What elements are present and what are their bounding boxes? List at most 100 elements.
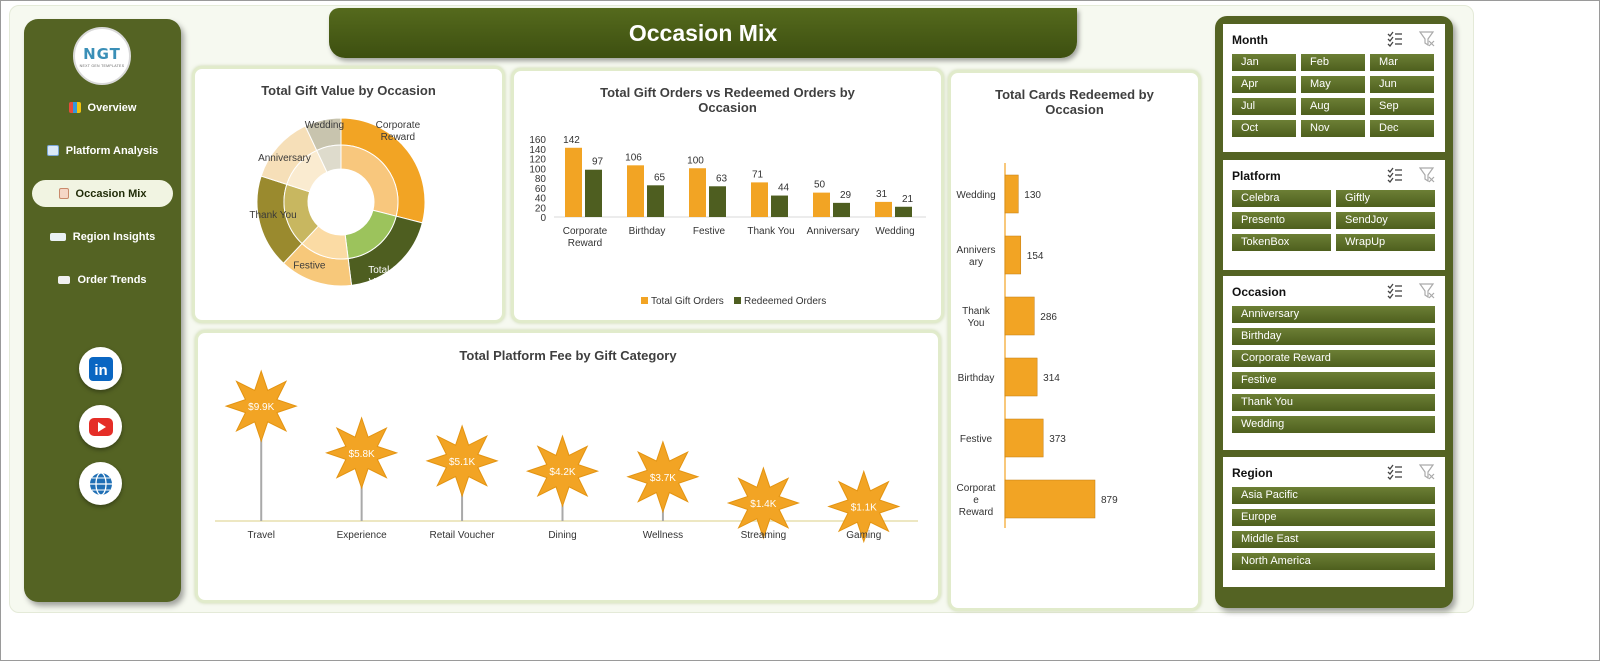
clear-filter-icon[interactable] — [1419, 167, 1435, 183]
slicer-item[interactable]: Middle East — [1232, 531, 1435, 548]
nav-occasion-mix[interactable]: Occasion Mix — [32, 180, 173, 207]
slicer-title: Month — [1232, 33, 1268, 47]
clear-filter-icon[interactable] — [1419, 464, 1435, 480]
youtube-icon — [88, 417, 113, 436]
slicer-item[interactable]: Celebra — [1232, 190, 1331, 207]
slicer-item[interactable]: Presento — [1232, 212, 1331, 229]
star-data-label: $3.7K — [650, 473, 676, 484]
slicer-item[interactable]: Jan — [1232, 54, 1296, 71]
website-button[interactable] — [79, 462, 122, 505]
slicer-title: Region — [1232, 466, 1273, 480]
y-tick-label: 20 — [535, 203, 547, 214]
slicer-item[interactable]: Thank You — [1232, 394, 1435, 411]
filter-panel: Month Jan Feb Mar Apr May Jun Jul Aug Sep Oct Nov De… — [1215, 16, 1453, 608]
cards-redeemed-panel: Total Cards Redeemed by Occasion 130 Wedd… — [948, 70, 1201, 611]
nav-order-trends[interactable]: Order Trends — [32, 266, 173, 293]
cards-redeemed-bar — [1004, 357, 1038, 397]
ngt-logo[interactable]: NGT NEXT GEN TEMPLATES — [73, 27, 131, 85]
nav-label: Platform Analysis — [65, 144, 159, 157]
donut-slice-inner — [316, 144, 342, 173]
svg-text:in: in — [94, 362, 107, 379]
y-category-label: ary — [969, 257, 983, 268]
slicer-item[interactable]: Sep — [1370, 98, 1434, 115]
slicer-item[interactable]: TokenBox — [1232, 234, 1331, 251]
slicer-item[interactable]: Anniversary — [1232, 306, 1435, 323]
slicer-item[interactable]: Jul — [1232, 98, 1296, 115]
slicer-item[interactable]: Mar — [1370, 54, 1434, 71]
slicer-item[interactable]: Europe — [1232, 509, 1435, 526]
redeemed-orders-bar — [709, 186, 726, 217]
clear-filter-icon[interactable] — [1419, 31, 1435, 47]
nav-platform-analysis[interactable]: Platform Analysis — [32, 137, 173, 164]
x-category-label: Retail Voucher — [430, 530, 496, 541]
multi-select-icon[interactable] — [1387, 31, 1403, 47]
slicer-item[interactable]: WrapUp — [1336, 234, 1435, 251]
total-orders-bar — [875, 201, 892, 217]
nav-region-insights[interactable]: Region Insights — [32, 223, 173, 250]
slicer-item[interactable]: Wedding — [1232, 416, 1435, 433]
cards-redeemed-bar — [1004, 296, 1035, 336]
linkedin-button[interactable]: in — [79, 347, 122, 390]
bar-data-label: 130 — [1024, 190, 1041, 201]
youtube-button[interactable] — [79, 405, 122, 448]
slicer-item[interactable]: May — [1301, 76, 1365, 93]
slicer-item[interactable]: Apr — [1232, 76, 1296, 93]
slicer-item[interactable]: Oct — [1232, 120, 1296, 137]
slicer-controls — [1387, 167, 1435, 183]
chart-title: Total Platform Fee by Gift Category — [459, 348, 677, 363]
slicer-item[interactable]: Birthday — [1232, 328, 1435, 345]
star-data-label: $1.4K — [750, 499, 776, 510]
multi-select-icon[interactable] — [1387, 283, 1403, 299]
total-orders-bar — [689, 168, 706, 217]
y-category-label: Thank — [962, 306, 991, 317]
slicer-controls — [1387, 283, 1435, 299]
slicer-item[interactable]: Jun — [1370, 76, 1434, 93]
nav-overview[interactable]: Overview — [32, 94, 173, 121]
slicer-item[interactable]: Nov — [1301, 120, 1365, 137]
donut-slice-label: Festive — [293, 261, 326, 272]
total-orders-bar — [813, 192, 830, 217]
star-marker — [325, 416, 399, 490]
bar-data-label: 31 — [876, 189, 888, 200]
slicer-item[interactable]: SendJoy — [1336, 212, 1435, 229]
total-orders-bar — [627, 165, 644, 217]
slicer-region: Region Asia Pacific Europe Middle East North… — [1223, 457, 1445, 587]
chart-title: Total Gift Value by Occasion — [261, 83, 436, 98]
clipboard-icon — [58, 188, 69, 199]
redeemed-orders-bar — [771, 195, 788, 217]
slicer-item[interactable]: Corporate Reward — [1232, 350, 1435, 367]
multi-select-icon[interactable] — [1387, 464, 1403, 480]
x-category-label: Birthday — [629, 226, 666, 237]
bar-data-label: 21 — [902, 194, 914, 205]
nav-label: Order Trends — [77, 273, 147, 286]
y-category-label: Corporat — [957, 483, 996, 494]
multi-select-icon[interactable] — [1387, 167, 1403, 183]
chart-title: Total Cards Redeemed by Occasion — [995, 87, 1154, 117]
redeemed-orders-bar — [833, 202, 850, 217]
slicer-item[interactable]: Festive — [1232, 372, 1435, 389]
clear-filter-icon[interactable] — [1419, 283, 1435, 299]
slicer-item[interactable]: Feb — [1301, 54, 1365, 71]
world-map-icon — [49, 232, 66, 241]
redeemed-orders-bar — [647, 185, 664, 217]
x-category-label: Wedding — [875, 226, 914, 237]
cards-redeemed-bar — [1004, 235, 1022, 275]
star-data-label: $9.9K — [248, 402, 274, 413]
bar-data-label: 50 — [814, 180, 826, 191]
slicer-item[interactable]: Asia Pacific — [1232, 487, 1435, 504]
star-marker — [525, 434, 600, 508]
cards-redeemed-bar — [1004, 479, 1096, 519]
star-data-label: $5.8K — [349, 449, 375, 460]
y-tick-label: 160 — [529, 135, 546, 146]
platform-fee-chart: $9.9K Travel $5.8K Experience $5.1K Retail Vo… — [215, 369, 918, 544]
slicer-item[interactable]: Dec — [1370, 120, 1434, 137]
slicer-item[interactable]: North America — [1232, 553, 1435, 570]
slicer-title: Occasion — [1232, 285, 1287, 299]
donut-slice-label: Total Gift Value_2, Birthday, $59.7... — [368, 265, 408, 312]
slicer-item[interactable]: Giftly — [1336, 190, 1435, 207]
y-category-label: Annivers — [957, 245, 996, 256]
donut-slice-label: Anniversary — [258, 153, 311, 164]
folder-icon — [58, 275, 71, 284]
platform-fee-panel: Total Platform Fee by Gift Category $9.9… — [195, 330, 941, 603]
slicer-item[interactable]: Aug — [1301, 98, 1365, 115]
